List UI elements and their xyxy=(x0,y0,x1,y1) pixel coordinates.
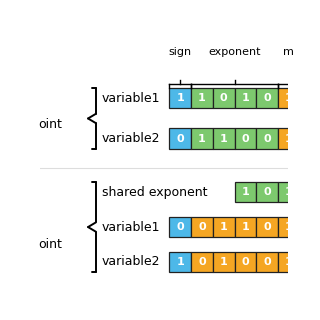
Text: sign: sign xyxy=(169,47,192,57)
Bar xyxy=(235,252,256,272)
Bar xyxy=(278,252,300,272)
Text: 1: 1 xyxy=(198,93,206,103)
Text: 0: 0 xyxy=(198,222,206,232)
Bar xyxy=(169,129,191,148)
Text: 0: 0 xyxy=(263,133,271,143)
Bar xyxy=(235,88,256,108)
Text: 0: 0 xyxy=(176,222,184,232)
Text: exponent: exponent xyxy=(208,47,261,57)
Bar xyxy=(169,252,191,272)
Text: 0: 0 xyxy=(176,133,184,143)
Text: 0: 0 xyxy=(242,133,249,143)
Bar xyxy=(278,129,300,148)
Bar xyxy=(191,252,213,272)
Bar xyxy=(191,129,213,148)
Text: variable2: variable2 xyxy=(102,132,161,145)
Bar xyxy=(213,88,235,108)
Text: 1: 1 xyxy=(242,93,249,103)
Text: 0: 0 xyxy=(263,257,271,267)
Text: 1: 1 xyxy=(220,257,228,267)
Text: 0: 0 xyxy=(263,188,271,197)
Text: variable1: variable1 xyxy=(102,92,161,105)
Bar xyxy=(213,129,235,148)
Text: 0: 0 xyxy=(220,93,228,103)
Text: 1: 1 xyxy=(176,257,184,267)
Text: 0: 0 xyxy=(263,93,271,103)
Bar xyxy=(191,88,213,108)
Text: 0: 0 xyxy=(198,257,206,267)
Bar xyxy=(278,182,300,203)
Text: variable1: variable1 xyxy=(102,220,161,234)
Text: 1: 1 xyxy=(176,93,184,103)
Text: 1: 1 xyxy=(285,133,293,143)
Bar xyxy=(256,88,278,108)
Bar xyxy=(278,88,300,108)
Text: 1: 1 xyxy=(285,93,293,103)
Bar xyxy=(169,217,191,237)
Bar xyxy=(235,217,256,237)
Bar xyxy=(256,252,278,272)
Text: variable2: variable2 xyxy=(102,255,161,268)
Text: 1: 1 xyxy=(220,222,228,232)
Text: 1: 1 xyxy=(242,188,249,197)
Text: 0: 0 xyxy=(263,222,271,232)
Bar xyxy=(235,129,256,148)
Bar xyxy=(256,182,278,203)
Text: oint: oint xyxy=(38,118,62,131)
Text: 1: 1 xyxy=(285,257,293,267)
Text: oint: oint xyxy=(38,238,62,251)
Bar xyxy=(256,129,278,148)
Text: 1: 1 xyxy=(242,222,249,232)
Text: m: m xyxy=(283,47,294,57)
Text: 1: 1 xyxy=(285,222,293,232)
Bar xyxy=(191,217,213,237)
Bar xyxy=(278,217,300,237)
Bar xyxy=(256,217,278,237)
Bar xyxy=(213,217,235,237)
Bar xyxy=(213,252,235,272)
Text: 0: 0 xyxy=(242,257,249,267)
Bar xyxy=(169,88,191,108)
Bar xyxy=(235,182,256,203)
Text: 1: 1 xyxy=(220,133,228,143)
Text: 1: 1 xyxy=(285,188,293,197)
Text: 1: 1 xyxy=(198,133,206,143)
Text: shared exponent: shared exponent xyxy=(102,186,207,199)
